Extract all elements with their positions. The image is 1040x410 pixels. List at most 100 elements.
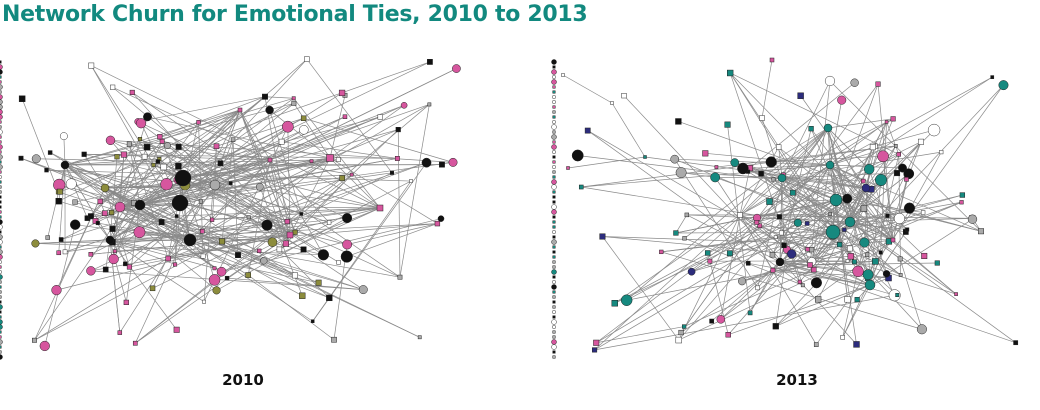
edge: [221, 207, 381, 273]
node: [552, 65, 556, 69]
node: [123, 299, 129, 305]
node: [0, 175, 2, 179]
node: [0, 135, 2, 139]
node: [611, 300, 619, 307]
node: [804, 221, 810, 226]
node: [552, 300, 556, 304]
edge: [835, 199, 881, 253]
node: [872, 258, 879, 265]
node: [349, 172, 354, 177]
edge: [64, 159, 339, 166]
edge: [781, 177, 901, 276]
node: [245, 272, 251, 278]
node: [304, 56, 310, 62]
node: [890, 116, 896, 122]
node: [209, 217, 215, 222]
node: [0, 144, 3, 150]
edge: [90, 65, 191, 241]
node: [143, 112, 152, 122]
edge: [771, 127, 829, 163]
node: [0, 75, 2, 79]
edge: [264, 96, 294, 99]
edge: [829, 164, 982, 232]
edge: [779, 83, 879, 218]
node: [592, 347, 598, 353]
node: [825, 224, 841, 240]
edge: [829, 164, 894, 241]
node: [284, 218, 290, 225]
node: [218, 238, 226, 245]
node: [397, 274, 403, 280]
node: [331, 336, 337, 343]
node: [904, 177, 909, 182]
node: [847, 253, 854, 260]
node: [434, 220, 441, 227]
edge: [748, 164, 831, 173]
node: [0, 160, 2, 164]
node: [338, 89, 346, 97]
node: [829, 193, 843, 207]
edge: [761, 117, 781, 176]
edge: [163, 109, 241, 168]
node: [836, 241, 843, 248]
node: [134, 199, 146, 211]
node: [31, 154, 41, 164]
edge: [189, 159, 271, 241]
node: [551, 134, 557, 140]
node: [235, 252, 241, 259]
node: [276, 246, 283, 253]
edge: [827, 118, 894, 129]
edge: [594, 179, 882, 351]
node: [0, 120, 2, 124]
edge: [182, 159, 271, 179]
node: [300, 246, 307, 253]
edge: [104, 138, 141, 189]
node: [777, 173, 787, 183]
node: [552, 200, 556, 204]
edge: [626, 264, 811, 301]
node: [552, 290, 556, 294]
node: [0, 190, 2, 194]
edge: [842, 284, 871, 338]
node: [309, 159, 314, 163]
node: [551, 59, 557, 65]
edge: [109, 239, 121, 333]
edge: [849, 221, 1016, 343]
node: [552, 110, 556, 114]
edge: [347, 223, 438, 245]
node: [800, 283, 805, 288]
edge: [683, 269, 814, 327]
edge: [399, 104, 430, 278]
node: [610, 101, 614, 105]
node: [342, 239, 353, 250]
edge: [678, 121, 867, 189]
node: [160, 178, 173, 191]
edge: [64, 164, 111, 241]
node: [808, 126, 814, 132]
node: [340, 250, 353, 263]
edge: [189, 104, 430, 241]
node: [155, 159, 161, 164]
node: [552, 85, 556, 89]
edge: [46, 169, 412, 182]
edge: [58, 200, 191, 241]
edge: [680, 269, 774, 333]
node: [141, 153, 148, 160]
node: [552, 245, 556, 249]
edge: [128, 143, 141, 206]
node: [237, 107, 243, 113]
node: [844, 296, 851, 303]
edge: [739, 127, 829, 216]
node: [747, 310, 753, 316]
node: [39, 340, 50, 352]
edge: [109, 109, 241, 241]
node: [552, 315, 556, 319]
node: [552, 75, 556, 79]
node: [885, 213, 890, 218]
node: [825, 160, 835, 170]
node: [0, 210, 2, 214]
title: Network Churn for Emotional Ties, 2010 t…: [2, 2, 588, 27]
node: [97, 198, 103, 204]
node: [102, 266, 109, 273]
edge: [139, 157, 331, 206]
